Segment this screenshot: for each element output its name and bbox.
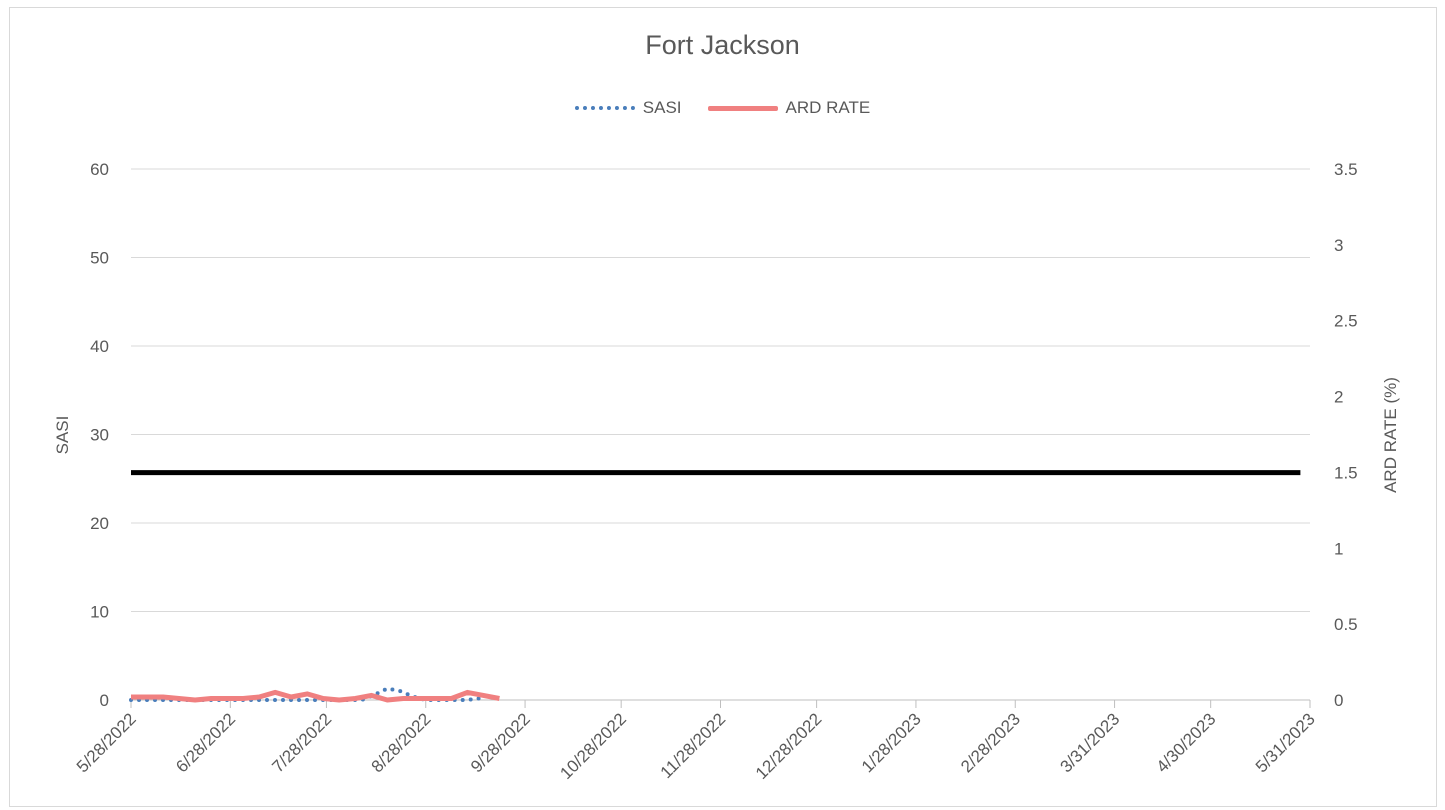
x-tick-8: 1/28/2023 (858, 709, 925, 776)
y-right-tick-4: 2 (1334, 388, 1343, 407)
legend-swatch-ard-rate (707, 105, 778, 111)
y-axis-left-label: SASI (53, 416, 72, 455)
y-left-tick-2: 20 (90, 514, 109, 533)
y-right-tick-2: 1 (1334, 539, 1343, 558)
x-axis: 5/28/2022 6/28/2022 7/28/2022 8/28/2022 9/28… (73, 699, 1319, 783)
x-tick-5: 10/28/2022 (556, 709, 630, 783)
chart-title: Fort Jackson (645, 30, 800, 60)
x-tick-10: 3/31/2023 (1056, 709, 1123, 776)
x-tick-3: 8/28/2022 (368, 709, 435, 776)
chart-frame (9, 7, 1437, 807)
x-tick-4: 9/28/2022 (467, 709, 534, 776)
y-axis-right-label: ARD RATE (%) (1381, 377, 1400, 493)
y-axis-left: 0 10 20 30 40 50 60 (90, 160, 109, 710)
legend-swatch-sasi (574, 106, 635, 110)
x-tick-0: 5/28/2022 (73, 709, 140, 776)
y-right-tick-5: 2.5 (1334, 312, 1358, 331)
legend-item-ard-rate: ARD RATE (707, 98, 871, 118)
x-tick-2: 7/28/2022 (268, 709, 335, 776)
y-axis-right: 0 0.5 1 1.5 2 2.5 3 3.5 (1334, 160, 1358, 710)
x-tick-7: 12/28/2022 (752, 709, 826, 783)
series-ard-rate-line (131, 689, 500, 703)
y-left-tick-0: 0 (100, 691, 109, 710)
y-right-tick-7: 3.5 (1334, 160, 1358, 179)
y-left-tick-6: 60 (90, 160, 109, 179)
y-left-tick-3: 30 (90, 426, 109, 445)
x-tick-1: 6/28/2022 (172, 709, 239, 776)
y-right-tick-3: 1.5 (1334, 463, 1358, 482)
x-tick-11: 4/30/2023 (1153, 709, 1220, 776)
y-left-tick-5: 50 (90, 249, 109, 268)
y-right-tick-6: 3 (1334, 236, 1343, 255)
legend-label-sasi: SASI (642, 98, 682, 117)
x-tick-6: 11/28/2022 (657, 709, 730, 782)
legend-label-ard-rate: ARD RATE (785, 98, 871, 117)
gridlines (131, 168, 1310, 701)
y-left-tick-4: 40 (90, 337, 109, 356)
x-tick-9: 2/28/2023 (957, 709, 1024, 776)
chart-legend: SASI ARD RATE (0, 98, 1445, 118)
y-right-tick-0: 0 (1334, 691, 1343, 710)
series-layer (129, 470, 1301, 703)
legend-item-sasi: SASI (574, 98, 682, 118)
y-left-tick-1: 10 (90, 603, 109, 622)
y-right-tick-1: 0.5 (1334, 615, 1358, 634)
x-tick-12: 5/31/2023 (1252, 709, 1319, 776)
